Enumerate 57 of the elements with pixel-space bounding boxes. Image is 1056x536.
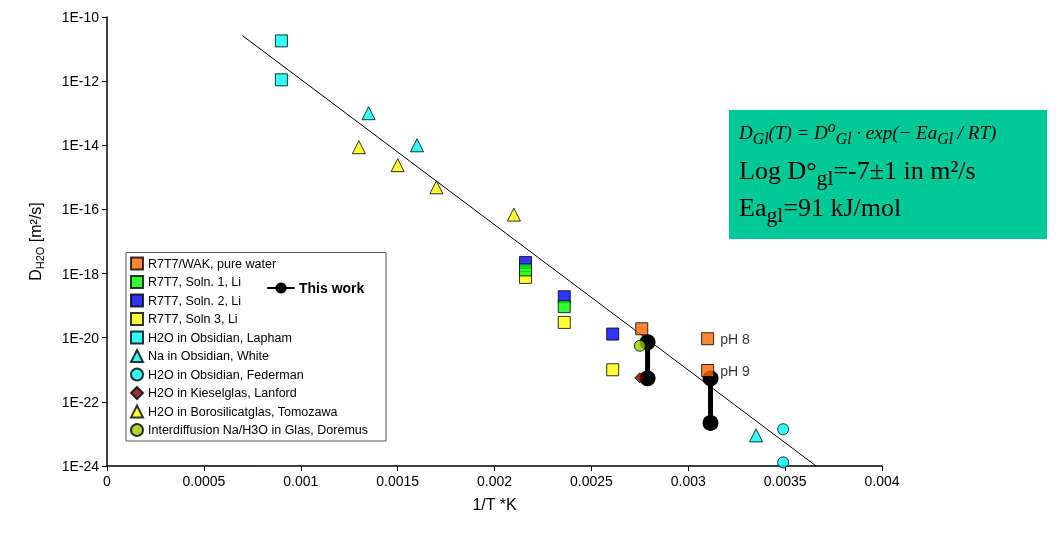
point [777,423,790,436]
point [351,140,366,155]
legend-label: Na in Obsidian, White [148,349,269,363]
point [606,327,620,341]
y-tick-label: 1E-10 [61,9,100,25]
annotation: Ea$_{gl}$=91 kJ/mol [739,193,903,230]
point [274,34,288,48]
x-axis-title: 1/T *K [472,495,517,513]
point [606,363,620,377]
x-tick-label: 0.004 [864,473,900,489]
point [274,73,288,87]
point [633,339,646,352]
y-tick-label: 1E-14 [61,137,100,154]
legend-label: H2O in Kieselglas, Lanford [148,386,297,400]
point [557,300,571,314]
x-tick-label: 0.001 [283,473,319,489]
point [701,332,715,346]
x-tick-label: 0.003 [670,473,706,489]
y-axis-title: DH2O [m²/s] [27,202,46,281]
x-tick-label: 0.0035 [763,473,807,489]
legend-label: R7T7/WAK, pure water [148,256,277,271]
point [701,364,715,377]
y-tick-label: 1E-22 [61,393,100,410]
point [429,180,444,195]
point [390,158,405,173]
x-tick-label: 0.0005 [182,473,226,489]
data-label: pH 9 [720,362,750,379]
y-tick-label: 1E-18 [61,265,100,282]
x-tick-label: 0.0015 [376,473,420,489]
point [634,372,646,384]
legend-label: R7T7, Soln. 1, Li [148,275,242,289]
y-tick-label: 1E-20 [61,329,100,346]
x-tick-label: 0.002 [476,473,513,489]
legend-label: This work [299,280,365,296]
point [702,414,719,431]
point [410,138,424,153]
point [506,207,521,222]
y-tick-label: 1E-16 [61,201,100,218]
point [635,322,649,336]
x-tick-label: 0 [103,473,112,489]
legend-label: Interdiffusion Na/H3O in Glas, Doremus [148,423,369,437]
legend-label: H2O in Obsidian, Federman [148,367,304,382]
legend-label: H2O in Borosilicatglas, Tomozawa [148,404,338,419]
annotation: D$_{Gl}$(T) = D$^{o}$$_{Gl}$ · exp(− Ea$_{Gl}$ / RT) [739,118,998,149]
legend-label: R7T7, Soln. 2, Li [148,293,242,308]
point [557,315,571,329]
y-tick-label: 1E-24 [61,458,100,474]
y-tick-label: 1E-12 [61,73,100,90]
legend-label: H2O in Obsidian, Lapham [148,330,292,345]
point [361,106,376,121]
point [519,263,532,277]
point [777,456,790,469]
point [749,428,764,443]
x-tick-label: 0.0025 [569,473,613,489]
annotation: Log D°$_{gl}$=-7±1 in m²/s [739,156,977,193]
legend-label: R7T7, Soln 3, Li [148,312,238,326]
data-label: pH 8 [720,330,750,347]
